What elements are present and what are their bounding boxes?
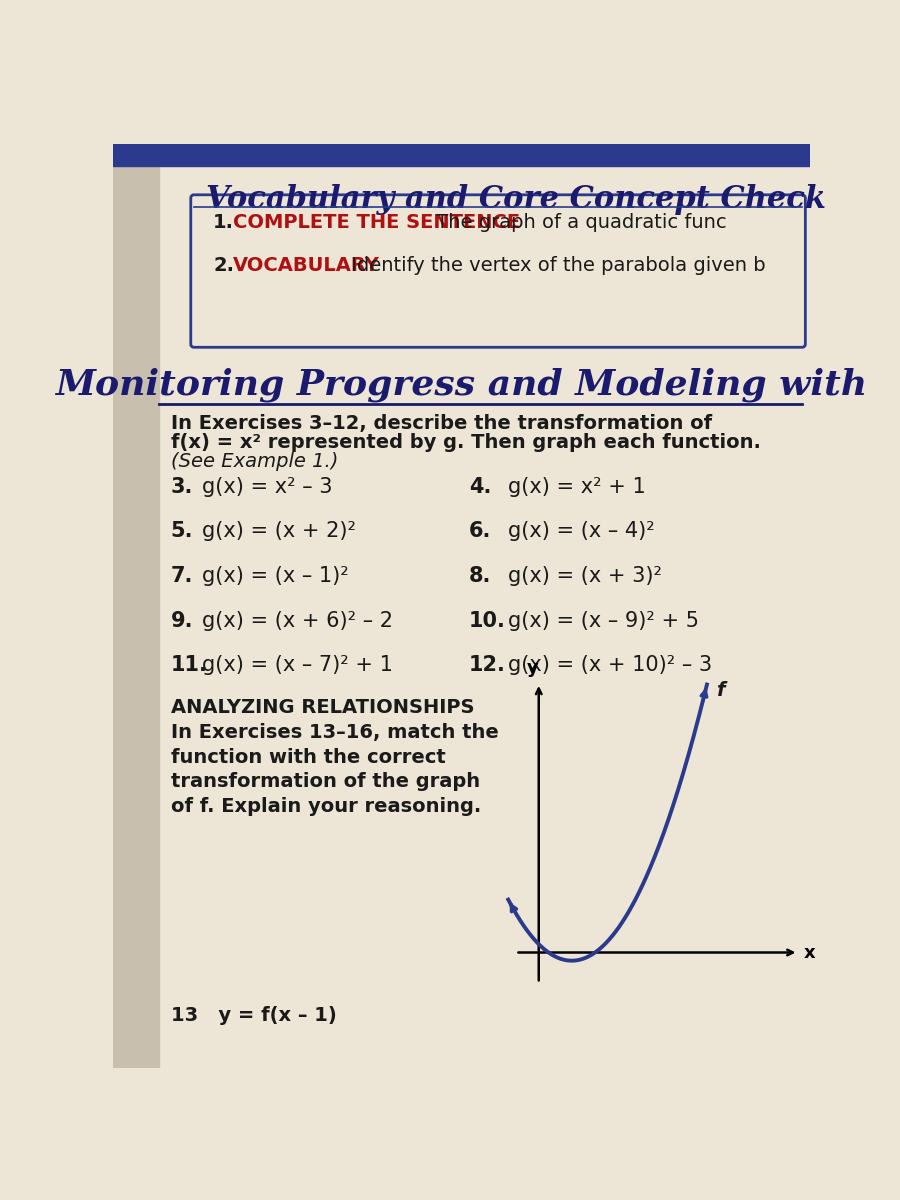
Text: g(x) = (x – 7)² + 1: g(x) = (x – 7)² + 1 <box>202 655 392 676</box>
Text: 10.: 10. <box>469 611 506 631</box>
Text: g(x) = (x + 3)²: g(x) = (x + 3)² <box>508 566 662 586</box>
Text: g(x) = (x – 1)²: g(x) = (x – 1)² <box>202 566 348 586</box>
Text: 6.: 6. <box>469 521 491 541</box>
FancyBboxPatch shape <box>191 194 806 347</box>
Text: g(x) = (x – 4)²: g(x) = (x – 4)² <box>508 521 654 541</box>
Text: ANALYZING RELATIONSHIPS: ANALYZING RELATIONSHIPS <box>171 698 474 718</box>
Text: 13   y = f(x – 1): 13 y = f(x – 1) <box>171 1007 337 1025</box>
Text: f: f <box>716 680 725 700</box>
Text: g(x) = (x + 10)² – 3: g(x) = (x + 10)² – 3 <box>508 655 712 676</box>
Text: g(x) = (x + 6)² – 2: g(x) = (x + 6)² – 2 <box>202 611 392 631</box>
Text: of f. Explain your reasoning.: of f. Explain your reasoning. <box>171 797 481 816</box>
Text: g(x) = x² + 1: g(x) = x² + 1 <box>508 476 645 497</box>
Text: g(x) = (x – 9)² + 5: g(x) = (x – 9)² + 5 <box>508 611 698 631</box>
Text: transformation of the graph: transformation of the graph <box>171 773 480 791</box>
Text: function with the correct: function with the correct <box>171 748 446 767</box>
Text: 3.: 3. <box>171 476 193 497</box>
Text: In Exercises 13–16, match the: In Exercises 13–16, match the <box>171 724 499 742</box>
Text: y: y <box>526 659 538 677</box>
Text: 5.: 5. <box>171 521 194 541</box>
Text: 4.: 4. <box>469 476 491 497</box>
Text: Identify the vertex of the parabola given b: Identify the vertex of the parabola give… <box>345 256 766 275</box>
Text: 11.: 11. <box>171 655 208 676</box>
Text: 1.: 1. <box>213 214 234 233</box>
Text: x: x <box>804 943 815 961</box>
Text: VOCABULARY: VOCABULARY <box>232 256 380 275</box>
Text: g(x) = x² – 3: g(x) = x² – 3 <box>202 476 332 497</box>
Text: In Exercises 3–12, describe the transformation of: In Exercises 3–12, describe the transfor… <box>171 414 712 432</box>
Text: f(x) = x² represented by g. Then graph each function.: f(x) = x² represented by g. Then graph e… <box>171 433 760 451</box>
Text: 12.: 12. <box>469 655 506 676</box>
Text: 7.: 7. <box>171 566 193 586</box>
Text: Monitoring Progress and Modeling with: Monitoring Progress and Modeling with <box>55 367 868 402</box>
Text: COMPLETE THE SENTENCE: COMPLETE THE SENTENCE <box>232 214 520 233</box>
Text: 9.: 9. <box>171 611 194 631</box>
Text: The graph of a quadratic func: The graph of a quadratic func <box>430 214 727 233</box>
Bar <box>112 166 159 1068</box>
Text: 8.: 8. <box>469 566 491 586</box>
Text: g(x) = (x + 2)²: g(x) = (x + 2)² <box>202 521 356 541</box>
Text: (See Example 1.): (See Example 1.) <box>171 452 338 470</box>
Text: 2.: 2. <box>213 256 234 275</box>
Bar <box>112 144 810 166</box>
Text: Vocabulary and Core Concept Check: Vocabulary and Core Concept Check <box>205 184 825 215</box>
